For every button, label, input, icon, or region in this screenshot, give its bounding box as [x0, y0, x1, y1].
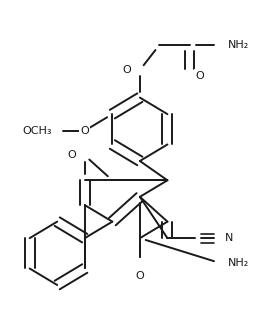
Text: O: O [135, 271, 144, 281]
Text: N: N [225, 233, 234, 243]
Text: OCH₃: OCH₃ [22, 126, 52, 136]
Text: O: O [123, 65, 132, 75]
Text: NH₂: NH₂ [228, 258, 249, 268]
Text: O: O [195, 71, 204, 80]
Text: O: O [80, 126, 89, 136]
Text: NH₂: NH₂ [228, 40, 249, 50]
Text: O: O [68, 150, 77, 160]
